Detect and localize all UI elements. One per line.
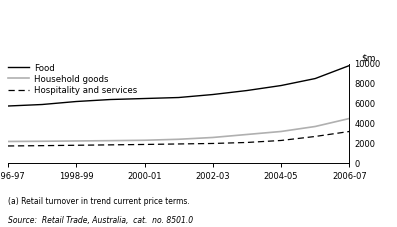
Household goods [142, 139, 147, 142]
Household goods [347, 117, 352, 120]
Text: Source:  Retail Trade, Australia,  cat.  no. 8501.0: Source: Retail Trade, Australia, cat. no… [8, 216, 193, 225]
Food [313, 77, 318, 80]
Line: Household goods: Household goods [8, 118, 349, 141]
Household goods [108, 139, 113, 142]
Hospitality and services [142, 143, 147, 146]
Food [108, 98, 113, 101]
Hospitality and services [245, 141, 249, 144]
Food [74, 100, 79, 103]
Line: Hospitality and services: Hospitality and services [8, 131, 349, 146]
Food [245, 89, 249, 92]
Hospitality and services [279, 139, 283, 142]
Food [210, 93, 215, 96]
Food [40, 103, 44, 106]
Text: $m: $m [361, 54, 376, 63]
Household goods [313, 125, 318, 128]
Hospitality and services [74, 144, 79, 147]
Household goods [6, 140, 10, 143]
Line: Food: Food [8, 66, 349, 106]
Household goods [176, 138, 181, 141]
Food [347, 64, 352, 67]
Hospitality and services [6, 145, 10, 147]
Food [279, 84, 283, 87]
Hospitality and services [40, 144, 44, 147]
Hospitality and services [210, 142, 215, 145]
Hospitality and services [176, 143, 181, 145]
Household goods [245, 133, 249, 136]
Legend: Food, Household goods, Hospitality and services: Food, Household goods, Hospitality and s… [8, 64, 137, 95]
Food [142, 97, 147, 100]
Household goods [40, 140, 44, 143]
Text: (a) Retail turnover in trend current price terms.: (a) Retail turnover in trend current pri… [8, 197, 190, 207]
Household goods [210, 136, 215, 139]
Household goods [279, 130, 283, 133]
Food [6, 105, 10, 107]
Household goods [74, 140, 79, 142]
Food [176, 96, 181, 99]
Hospitality and services [108, 143, 113, 146]
Hospitality and services [313, 135, 318, 138]
Hospitality and services [347, 130, 352, 133]
